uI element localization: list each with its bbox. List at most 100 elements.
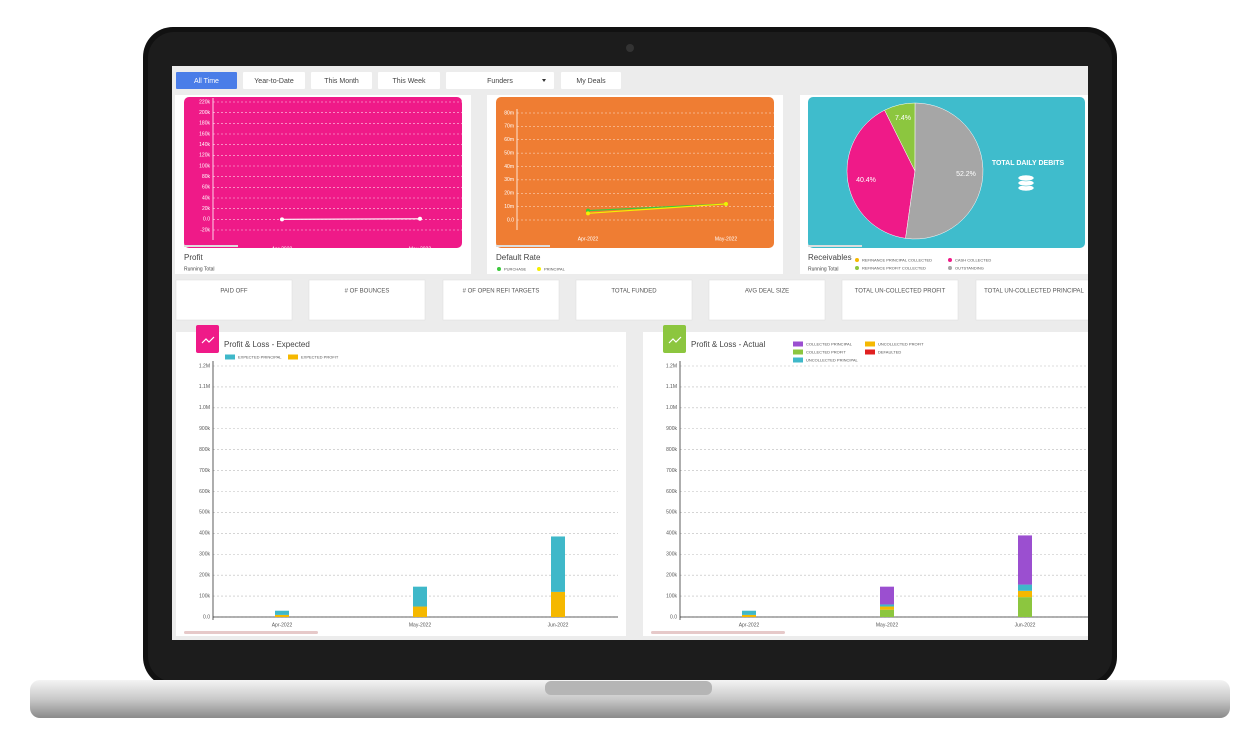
y-tick-label: 900k xyxy=(199,426,210,432)
chart-icon-glyph xyxy=(668,336,682,344)
camera xyxy=(626,44,634,52)
y-tick-label: 1.1M xyxy=(199,384,210,390)
y-tick-label: 600k xyxy=(666,489,677,495)
tab-label: This Week xyxy=(393,78,426,85)
y-tick-label: 220k xyxy=(199,99,210,105)
y-tick-label: 0.0 xyxy=(670,614,677,620)
bar-segment xyxy=(742,614,756,617)
tab-button[interactable] xyxy=(243,72,305,89)
legend-label: COLLECTED PRINCIPAL xyxy=(806,342,853,347)
y-tick-label: 300k xyxy=(199,552,210,558)
chart-title: Profit & Loss - Actual xyxy=(691,340,765,349)
data-point xyxy=(418,216,422,221)
y-tick-label: 1.2M xyxy=(199,363,210,369)
kpi-label: TOTAL UN-COLLECTED PRINCIPAL xyxy=(984,289,1084,295)
tab-button[interactable] xyxy=(378,72,440,89)
legend-marker xyxy=(865,349,875,355)
scrollbar xyxy=(496,245,550,247)
kpi-tile xyxy=(841,279,959,321)
chart-icon-glyph xyxy=(201,336,215,344)
chart-icon xyxy=(663,325,686,353)
y-tick-label: 100k xyxy=(199,593,210,599)
legend-marker xyxy=(865,341,875,347)
legend-marker xyxy=(948,258,952,262)
bar-segment xyxy=(742,610,756,615)
pie-slice xyxy=(846,109,916,239)
y-tick-label: 10m xyxy=(504,204,514,210)
data-line xyxy=(587,203,727,214)
x-tick-label: May-2022 xyxy=(876,622,898,628)
y-tick-label: 20m xyxy=(504,191,514,197)
y-tick-label: 200k xyxy=(199,572,210,578)
legend-marker xyxy=(793,357,803,363)
y-tick-label: 500k xyxy=(199,510,210,516)
legend-marker xyxy=(948,266,952,270)
legend-label: REFINANCE PRINCIPAL COLLECTED xyxy=(862,258,932,263)
y-tick-label: 1.0M xyxy=(666,405,677,411)
y-tick-label: 800k xyxy=(666,447,677,453)
kpi-label: # OF OPEN REFI TARGETS xyxy=(463,289,540,295)
legend-label: EXPECTED PROFIT xyxy=(301,355,339,360)
y-tick-label: 100k xyxy=(666,593,677,599)
y-tick-label: 0.0 xyxy=(203,614,210,620)
y-tick-label: 400k xyxy=(666,531,677,537)
kpi-label: TOTAL FUNDED xyxy=(611,289,657,295)
y-tick-label: 500k xyxy=(666,510,677,516)
kpi-label: TOTAL UN-COLLECTED PROFIT xyxy=(855,289,946,295)
laptop-base xyxy=(30,680,1230,718)
bar-segment xyxy=(551,591,565,617)
y-tick-label: 140k xyxy=(199,142,210,148)
x-tick-label: Jun-2022 xyxy=(1015,622,1036,628)
y-tick-label: 120k xyxy=(199,153,210,159)
y-tick-label: 80k xyxy=(202,174,211,180)
legend-marker xyxy=(793,349,803,355)
tab-button[interactable] xyxy=(561,72,621,89)
y-tick-label: 60k xyxy=(202,185,211,191)
legend-label: PRINCIPAL xyxy=(544,267,566,272)
bar-segment xyxy=(1018,590,1032,598)
y-tick-label: 70m xyxy=(504,124,514,130)
y-tick-label: 60m xyxy=(504,137,514,143)
scrollbar xyxy=(808,245,862,247)
x-tick-label: Apr-2022 xyxy=(272,246,293,252)
y-tick-label: 40k xyxy=(202,195,211,201)
x-tick-label: May-2022 xyxy=(409,246,431,252)
chart-subtitle: Running Total xyxy=(808,266,839,272)
tab-button[interactable] xyxy=(446,72,554,89)
bar-segment xyxy=(880,609,894,617)
tab-label: Funders xyxy=(487,78,513,85)
chart-subtitle: Running Total xyxy=(184,266,215,272)
center-label: TOTAL DAILY DEBITS xyxy=(992,160,1065,167)
y-tick-label: 400k xyxy=(199,531,210,537)
x-tick-label: Jun-2022 xyxy=(548,622,569,628)
y-tick-label: 300k xyxy=(666,552,677,558)
y-tick-label: 700k xyxy=(199,468,210,474)
slice-label: 7.4% xyxy=(895,115,911,122)
chart-icon xyxy=(196,325,219,353)
legend-marker xyxy=(855,266,859,270)
tab-button[interactable] xyxy=(176,72,237,89)
legend-marker xyxy=(537,267,541,271)
y-tick-label: 100k xyxy=(199,163,210,169)
scrollbar xyxy=(184,631,318,634)
bar-segment xyxy=(1018,597,1032,617)
y-tick-label: 0.0 xyxy=(203,217,210,223)
bar-segment xyxy=(880,606,894,610)
base-notch xyxy=(545,681,712,695)
chart-title: Profit xyxy=(184,253,203,262)
legend-label: CASH COLLECTED xyxy=(955,258,991,263)
slice-label: 40.4% xyxy=(856,177,876,184)
bar-segment xyxy=(1018,584,1032,591)
data-point xyxy=(280,217,284,222)
bar-segment xyxy=(880,586,894,605)
bar-segment xyxy=(275,614,289,617)
kpi-label: AVG DEAL SIZE xyxy=(745,289,789,295)
bar-segment xyxy=(413,586,427,607)
tab-button[interactable] xyxy=(311,72,372,89)
kpi-tile xyxy=(975,279,1088,321)
x-tick-label: Apr-2022 xyxy=(272,622,293,628)
y-tick-label: 20k xyxy=(202,206,211,212)
tab-label: My Deals xyxy=(576,78,606,85)
x-tick-label: May-2022 xyxy=(715,236,737,242)
